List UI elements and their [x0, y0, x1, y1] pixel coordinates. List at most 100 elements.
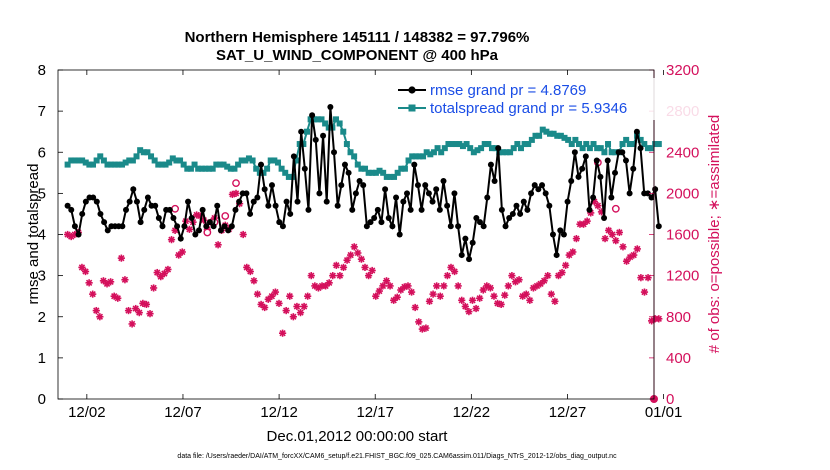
obs-point: [515, 276, 523, 284]
obs-point: [504, 282, 512, 290]
obs-point-stroke: [261, 304, 268, 311]
rmse-point: [305, 206, 312, 213]
spread-point: [499, 149, 506, 156]
obs-point-stroke: [78, 264, 86, 271]
spread-point: [354, 161, 361, 168]
spread-point: [86, 161, 93, 168]
rmse-point: [123, 206, 130, 213]
obs-point: [243, 263, 251, 271]
obs-point-stroke: [333, 262, 340, 269]
rmse-point: [575, 173, 582, 180]
obs-point-stroke: [544, 272, 551, 279]
y-left-tick-label: 8: [38, 62, 46, 79]
rmse-point: [458, 252, 465, 259]
obs-point-stroke: [487, 284, 494, 292]
spread-point: [71, 157, 78, 164]
rmse-point: [174, 223, 181, 230]
obs-point: [253, 290, 262, 298]
rmse-point: [429, 198, 436, 205]
obs-point: [547, 290, 555, 298]
rmse-point: [491, 178, 498, 185]
spread-point: [644, 145, 651, 152]
obs-point-stroke: [540, 277, 548, 284]
obs-point: [121, 276, 129, 284]
obs-point-stroke: [114, 295, 121, 302]
obs-point-stroke: [394, 294, 401, 301]
spread-point: [97, 153, 104, 160]
y-right-tick-label: 1600: [666, 227, 699, 244]
spread-point: [293, 157, 300, 164]
rmse-point: [258, 161, 265, 168]
spread-point: [394, 169, 401, 176]
obs-point: [386, 282, 394, 290]
obs-possible-point: [221, 212, 230, 220]
obs-point-stroke: [150, 284, 157, 292]
y-right-tick-label: 0: [666, 391, 674, 408]
x-axis-label: Dec.01,2012 00:00:00 start: [267, 428, 449, 445]
spread-point: [398, 165, 405, 172]
obs-point-stroke: [476, 295, 483, 302]
rmse-point: [462, 235, 469, 242]
spread-point: [481, 141, 488, 148]
obs-point-stroke: [250, 277, 258, 284]
obs-point-stroke: [164, 266, 172, 273]
obs-point-stroke: [440, 282, 447, 290]
rmse-point: [648, 194, 655, 201]
spread-point: [369, 169, 376, 176]
spread-point: [245, 155, 252, 162]
obs-point-stroke: [343, 257, 351, 264]
rmse-point: [422, 182, 429, 189]
obs-point-stroke: [408, 288, 415, 296]
spread-point: [601, 149, 608, 156]
rmse-point: [225, 227, 232, 234]
spread-point: [129, 157, 136, 164]
rmse-point: [484, 194, 491, 201]
obs-point: [450, 267, 459, 276]
obs-point: [407, 288, 416, 296]
obs-point: [382, 277, 391, 285]
rmse-point: [385, 215, 392, 222]
obs-point: [142, 300, 151, 309]
rmse-point: [228, 223, 235, 230]
obs-point: [393, 293, 401, 301]
spread-point: [579, 145, 586, 152]
obs-point: [508, 272, 516, 280]
spread-point: [242, 157, 249, 164]
obs-point-stroke: [444, 272, 451, 279]
obs-point: [633, 245, 641, 253]
obs-point-stroke: [437, 293, 444, 300]
obs-point: [150, 284, 158, 292]
rmse-point: [655, 223, 662, 230]
obs-point-stroke: [93, 307, 100, 314]
y-left-tick-label: 7: [38, 103, 46, 120]
rmse-point: [473, 215, 480, 222]
obs-point-stroke: [186, 226, 193, 233]
obs-point-stroke: [243, 264, 250, 271]
y-left-tick-label: 3: [38, 268, 46, 285]
obs-point-stroke: [118, 254, 125, 262]
obs-point-stroke: [515, 276, 523, 283]
rmse-point: [367, 219, 374, 226]
rmse-point: [626, 190, 633, 197]
rmse-point: [571, 149, 578, 156]
spread-point: [148, 153, 155, 160]
obs-point-stroke: [523, 290, 530, 298]
spread-point: [605, 141, 612, 148]
rmse-point: [137, 219, 144, 226]
obs-point: [307, 272, 315, 280]
spread-point: [420, 153, 427, 160]
obs-point: [436, 292, 444, 300]
spread-point: [380, 169, 387, 176]
rmse-point: [466, 256, 473, 263]
obs-point-stroke: [655, 315, 662, 322]
spread-point: [376, 167, 383, 174]
spread-point: [427, 151, 434, 158]
spread-point: [365, 169, 372, 176]
obs-point: [239, 230, 247, 239]
rmse-point: [170, 215, 177, 222]
spread-point: [612, 149, 619, 156]
obs-point: [282, 306, 290, 315]
rmse-point: [553, 252, 560, 259]
obs-point: [117, 254, 125, 262]
spread-point: [322, 120, 329, 127]
